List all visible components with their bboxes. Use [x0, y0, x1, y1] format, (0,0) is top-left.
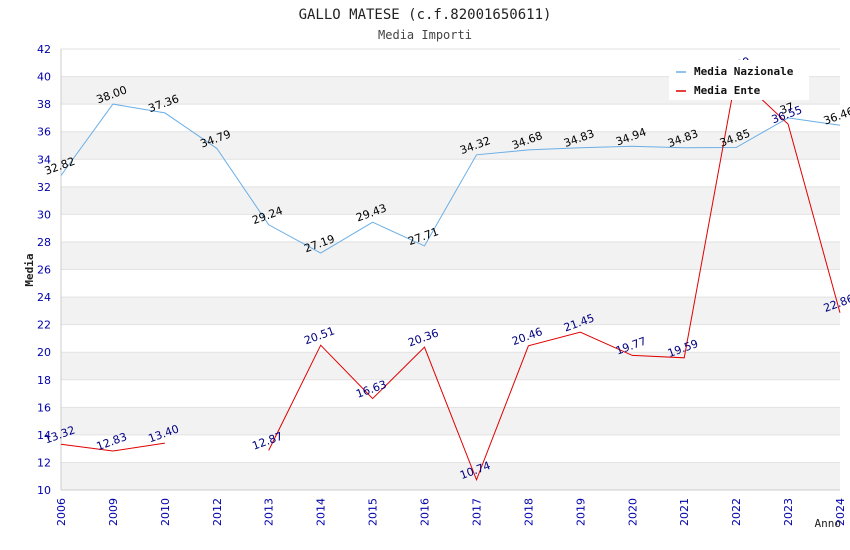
x-tick-label: 2016	[419, 498, 432, 526]
y-tick-label: 10	[37, 484, 51, 497]
x-tick-label: 2024	[834, 498, 847, 526]
y-axis-label: Media	[23, 253, 36, 286]
y-tick-label: 42	[37, 43, 51, 56]
grid-band	[61, 352, 840, 380]
legend: Media Nazionale Media Ente	[669, 60, 809, 100]
y-tick-label: 40	[37, 71, 51, 84]
series-line-1	[60, 442, 165, 452]
grid-band	[61, 379, 840, 408]
data-label: 37	[778, 100, 796, 117]
x-tick-label: 2018	[522, 498, 535, 526]
grid-band	[61, 434, 840, 463]
x-tick-label: 2013	[263, 498, 276, 526]
chart-subtitle: Media Importi	[378, 28, 472, 42]
grid-band	[61, 214, 840, 242]
legend-label-media-ente: Media Ente	[694, 84, 761, 97]
x-tick-label: 2017	[470, 498, 483, 526]
grid-band	[61, 462, 840, 490]
x-tick-label: 2020	[626, 498, 639, 526]
y-tick-label: 12	[37, 456, 51, 469]
x-tick-label: 2014	[315, 498, 328, 526]
x-tick-label: 2012	[211, 498, 224, 526]
x-tick-label: 2015	[367, 498, 380, 526]
y-tick-label: 24	[37, 291, 51, 304]
grid-band	[61, 159, 840, 187]
x-tick-label: 2023	[782, 498, 795, 526]
y-tick-label: 32	[37, 181, 51, 194]
y-tick-label: 30	[37, 208, 51, 221]
x-axis-ticks: 2006 2009 2010 2012 2013 2014 2015 2016 2017 2018…	[55, 498, 847, 526]
y-tick-label: 36	[37, 126, 51, 139]
chart-title: GALLO MATESE (c.f.82001650611)	[299, 7, 552, 23]
grid-band	[61, 131, 840, 160]
grid-band	[61, 269, 840, 298]
x-tick-label: 2019	[574, 498, 587, 526]
y-tick-label: 34	[37, 153, 51, 166]
legend-box	[669, 60, 809, 100]
grid-band	[61, 297, 840, 325]
x-axis-label: Anno	[815, 517, 842, 530]
y-tick-label: 22	[37, 319, 51, 332]
grid-band	[61, 241, 840, 270]
x-tick-label: 2010	[159, 498, 172, 526]
x-tick-label: 2006	[55, 498, 68, 526]
grid-band	[61, 407, 840, 435]
grid-band	[61, 104, 840, 132]
y-tick-label: 16	[37, 401, 51, 414]
y-tick-label: 14	[37, 429, 51, 442]
grid-band	[61, 324, 840, 353]
x-tick-label: 2021	[678, 498, 691, 526]
x-tick-label: 2022	[730, 498, 743, 526]
y-tick-label: 18	[37, 374, 51, 387]
y-tick-label: 28	[37, 236, 51, 249]
legend-label-media-nazionale: Media Nazionale	[694, 65, 794, 78]
y-tick-label: 38	[37, 98, 51, 111]
grid-bands	[60, 48, 840, 491]
x-tick-label: 2009	[107, 498, 120, 526]
series-line-0	[60, 103, 841, 254]
y-axis-ticks: 10 12 14 16 18 20 22 24 26 28 30 32 34 36 38 40 42	[37, 43, 51, 497]
y-tick-label: 26	[37, 264, 51, 277]
y-tick-label: 20	[37, 346, 51, 359]
